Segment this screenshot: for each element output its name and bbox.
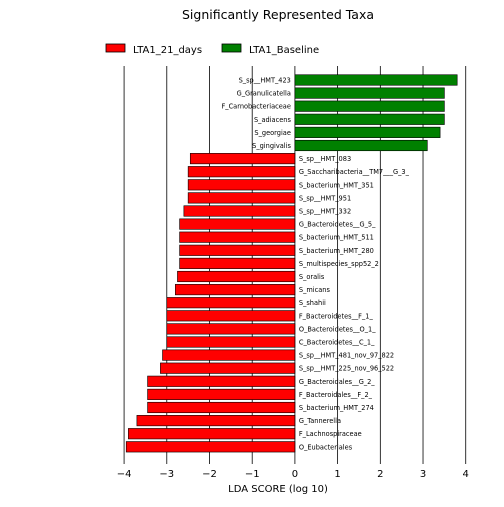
bar-label: S_oralis xyxy=(299,273,325,281)
bar-label: F_Lachnospiraceae xyxy=(299,430,362,438)
bar-label: G_Granulicatella xyxy=(237,90,291,98)
bar xyxy=(128,428,296,440)
bar xyxy=(175,284,296,296)
x-axis: −4 −3 −2 −1 0 1 2 3 4 xyxy=(117,460,469,480)
x-tick-label: 2 xyxy=(377,469,383,480)
bar-label: S_sp__HMT_332 xyxy=(299,208,351,216)
bar xyxy=(162,349,296,361)
bar-label: S_bacterium_HMT_351 xyxy=(299,181,374,189)
legend-label-baseline: LTA1_Baseline xyxy=(249,45,319,56)
bar xyxy=(125,441,296,453)
bar xyxy=(166,336,296,348)
bar-label: S_sp__HMT_083 xyxy=(299,155,351,163)
bar-label: F_Carnobacteriaceae xyxy=(221,103,290,111)
bar xyxy=(179,218,296,230)
bar xyxy=(189,153,296,165)
bar-label: S_adiacens xyxy=(254,116,291,124)
x-tick-label: 4 xyxy=(463,469,469,480)
x-tick-label: 3 xyxy=(420,469,426,480)
bar-label: S_bacterium_HMT_511 xyxy=(299,234,374,242)
bar-label: G_Bacteroidetes__G_5_ xyxy=(299,221,376,229)
bar-label: O_Eubacteriales xyxy=(299,443,353,451)
bar-label: S_gingivalis xyxy=(252,142,291,150)
bar xyxy=(147,401,296,414)
bar-label: S_sp__HMT_225_nov_96_522 xyxy=(299,365,394,373)
x-tick-label: −3 xyxy=(159,469,174,480)
bar xyxy=(294,100,445,112)
bar xyxy=(179,257,296,269)
bar-label: S_sp__HMT_481_nov_97_822 xyxy=(299,352,394,360)
bar xyxy=(166,297,296,309)
bar-label: G_Saccharibacteria__TM7___G_3_ xyxy=(299,168,410,176)
bar xyxy=(179,244,296,256)
bar xyxy=(187,192,296,204)
bar-label: S_shahii xyxy=(299,299,326,307)
bar-label: O_Bacteroidetes__O_1_ xyxy=(299,325,376,333)
legend-swatch-baseline xyxy=(221,43,242,53)
bar xyxy=(166,310,296,322)
legend-swatch-21-days xyxy=(105,43,126,53)
chart-title: Significantly Represented Taxa xyxy=(182,7,374,22)
bar xyxy=(294,126,441,138)
bar xyxy=(160,362,296,374)
x-tick-label: −4 xyxy=(117,469,132,480)
legend: LTA1_21_days LTA1_Baseline xyxy=(105,43,319,56)
x-tick-label: 1 xyxy=(334,469,340,480)
bar xyxy=(147,388,296,400)
bar xyxy=(179,231,296,243)
bar xyxy=(187,166,296,178)
x-tick-label: 0 xyxy=(292,469,298,480)
bar-labels: S_sp__HMT_423 G_Granulicatella F_Carnobact… xyxy=(221,77,409,452)
bar-label: S_sp__HMT_423 xyxy=(239,77,291,85)
bar xyxy=(294,74,458,86)
bar xyxy=(166,323,296,335)
bar xyxy=(177,270,296,283)
bar-label: S_bacterium_HMT_274 xyxy=(299,404,374,412)
bar-label: S_micans xyxy=(299,286,331,294)
x-tick-label: −1 xyxy=(245,469,260,480)
x-tick-label: −2 xyxy=(202,469,217,480)
bar-label: S_sp__HMT_951 xyxy=(299,194,351,202)
bar xyxy=(147,375,296,387)
bar-label: G_Tannerella xyxy=(299,417,341,425)
bar xyxy=(183,205,296,217)
bar xyxy=(136,415,296,427)
bar xyxy=(187,179,296,191)
x-axis-label: LDA SCORE (log 10) xyxy=(228,484,328,495)
bar-label: S_georgiae xyxy=(254,129,290,137)
bar-label: S_multispecies_spp52_2 xyxy=(299,260,379,268)
bar xyxy=(294,87,445,99)
bar xyxy=(294,113,445,125)
bars xyxy=(125,74,458,453)
bar-label: G_Bacteroidales__G_2_ xyxy=(299,378,375,386)
bar-label: F_Bacteroidetes__F_1_ xyxy=(299,312,374,320)
bar xyxy=(294,139,428,152)
legend-label-21-days: LTA1_21_days xyxy=(133,45,202,56)
bar-label: C_Bacteroidetes__C_1_ xyxy=(299,339,375,347)
bar-label: S_bacterium_HMT_280 xyxy=(299,247,374,255)
bar-label: F_Bacteroidales__F_2_ xyxy=(299,391,373,399)
